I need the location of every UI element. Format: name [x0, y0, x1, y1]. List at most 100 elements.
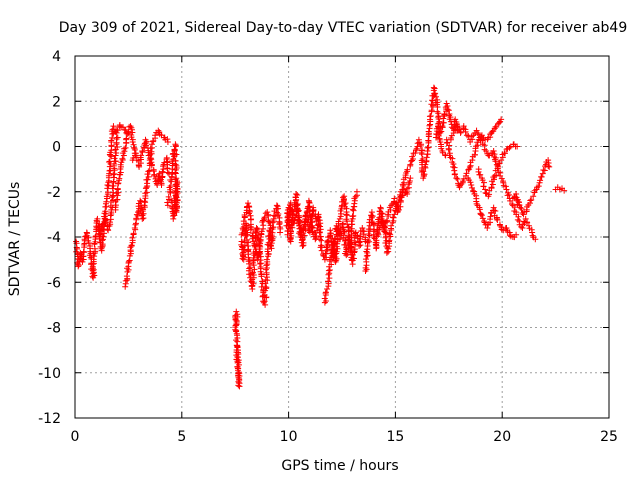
data-point — [370, 234, 377, 241]
data-point — [480, 183, 487, 190]
data-point — [508, 201, 515, 208]
data-point — [144, 176, 151, 183]
data-point — [289, 224, 296, 231]
data-point — [80, 248, 87, 255]
y-tick-label: 2 — [52, 94, 61, 110]
data-point — [451, 167, 458, 174]
data-point — [497, 222, 504, 229]
data-point — [129, 234, 136, 241]
data-point — [114, 134, 121, 141]
data-point — [383, 249, 390, 256]
data-point — [243, 232, 250, 239]
data-point — [106, 163, 113, 170]
data-point — [106, 219, 113, 226]
data-point — [113, 196, 120, 203]
data-point — [130, 230, 137, 237]
data-point — [327, 227, 334, 234]
data-point — [121, 145, 128, 152]
data-point — [112, 158, 119, 165]
data-point — [350, 203, 357, 210]
data-point — [323, 289, 330, 296]
data-point — [513, 231, 520, 238]
data-point — [109, 182, 116, 189]
data-point — [255, 251, 262, 258]
data-point — [259, 218, 266, 225]
data-point — [165, 193, 172, 200]
data-point — [453, 175, 460, 182]
data-point — [482, 189, 489, 196]
data-point — [503, 186, 510, 193]
data-point — [484, 224, 491, 231]
data-point — [261, 214, 268, 221]
data-point — [313, 233, 320, 240]
data-point — [256, 251, 263, 258]
data-point — [325, 278, 332, 285]
data-point — [326, 267, 333, 274]
data-point — [158, 180, 165, 187]
data-point — [383, 217, 390, 224]
data-point — [148, 162, 155, 169]
data-point — [275, 205, 282, 212]
data-point — [139, 148, 146, 155]
data-point — [388, 202, 395, 209]
data-point — [404, 166, 411, 173]
data-point — [444, 106, 451, 113]
y-tick-label: -8 — [47, 321, 61, 337]
data-point — [141, 198, 148, 205]
data-point — [436, 129, 443, 136]
data-point — [322, 298, 329, 305]
y-tick-label: -6 — [47, 275, 61, 291]
data-point — [79, 253, 86, 260]
data-point — [245, 200, 252, 207]
data-point — [316, 236, 323, 243]
data-point — [491, 172, 498, 179]
data-point — [500, 179, 507, 186]
data-point — [359, 224, 366, 231]
data-point — [168, 197, 175, 204]
data-point — [273, 202, 280, 209]
data-point — [105, 179, 112, 186]
x-tick-label: 15 — [386, 429, 404, 445]
data-point — [420, 172, 427, 179]
data-point — [119, 155, 126, 162]
data-point — [299, 243, 306, 250]
data-point — [356, 243, 363, 250]
data-point — [115, 180, 122, 187]
data-point — [530, 193, 537, 200]
data-point — [435, 120, 442, 127]
data-point — [491, 207, 498, 214]
data-point — [386, 237, 393, 244]
data-point — [493, 215, 500, 222]
data-point — [532, 236, 539, 243]
data-point — [397, 197, 404, 204]
data-point — [95, 222, 102, 229]
x-tick-label: 5 — [177, 429, 186, 445]
data-point — [385, 245, 392, 252]
data-point — [412, 150, 419, 156]
data-point — [419, 151, 426, 158]
data-point — [471, 151, 478, 158]
data-point — [336, 215, 343, 222]
data-point — [249, 286, 256, 293]
data-point — [145, 152, 152, 159]
data-point — [164, 138, 171, 145]
data-point — [148, 148, 155, 155]
data-point — [307, 219, 314, 226]
data-point — [498, 116, 505, 123]
data-point — [344, 212, 351, 219]
data-point — [233, 308, 240, 315]
data-point — [247, 264, 254, 271]
data-point — [489, 181, 496, 188]
data-point — [505, 191, 512, 198]
data-point — [347, 243, 354, 250]
chart-title: Day 309 of 2021, Sidereal Day-to-day VTE… — [59, 20, 628, 36]
data-point — [349, 206, 356, 213]
y-tick-label: 4 — [52, 49, 61, 65]
data-point — [258, 273, 265, 280]
data-point — [146, 155, 153, 162]
data-point — [234, 347, 241, 354]
x-tick-label: 25 — [600, 429, 618, 445]
data-point — [409, 153, 416, 160]
data-point — [145, 173, 152, 180]
data-point — [122, 144, 129, 151]
